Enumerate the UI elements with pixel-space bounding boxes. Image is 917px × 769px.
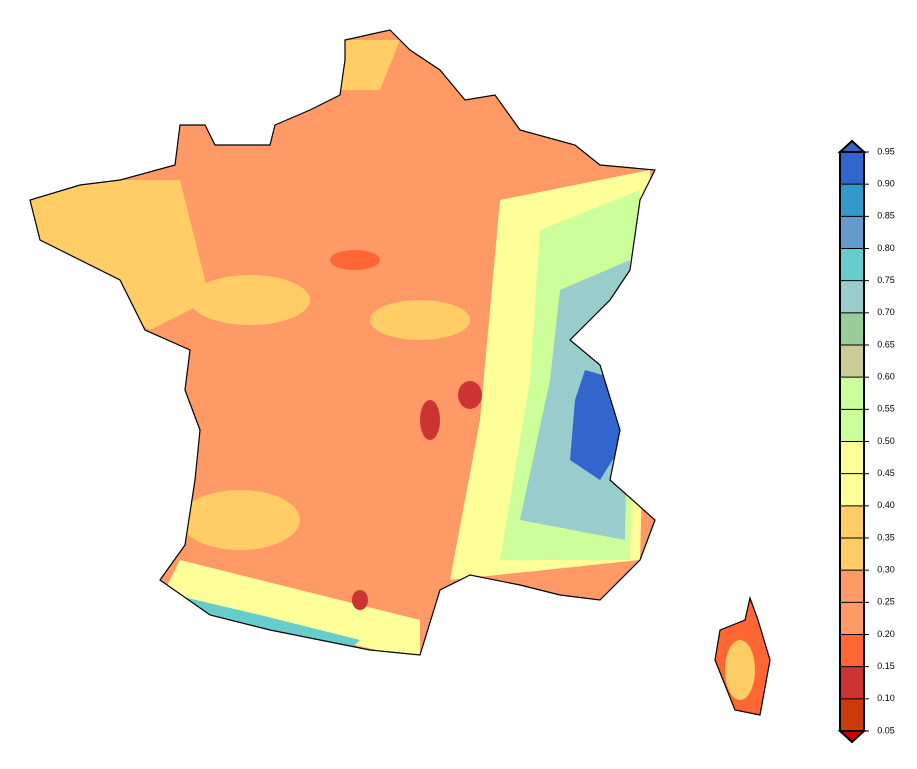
colorbar-segment: [840, 312, 864, 345]
colorbar-segment: [840, 570, 864, 603]
colorbar-segment: [840, 280, 864, 313]
colorbar-tick-label: 0.60: [877, 372, 895, 382]
colorbar-segment: [840, 345, 864, 378]
colorbar-tick-label: 0.90: [877, 179, 895, 189]
colorbar-tick-label: 0.70: [877, 307, 895, 317]
colorbar-tick-label: 0.30: [877, 565, 895, 575]
colorbar-tick-label: 0.35: [877, 532, 895, 542]
colorbar-tick-label: 0.15: [877, 661, 895, 671]
colorbar-under: [837, 730, 867, 744]
map-fill: [30, 30, 770, 715]
colorbar-tick-label: 0.20: [877, 629, 895, 639]
colorbar-segment: [840, 634, 864, 667]
colorbar-tick-label: 0.65: [877, 339, 895, 349]
colorbar-segment: [840, 666, 864, 699]
colorbar-tick-label: 0.85: [877, 211, 895, 221]
colorbar-segment: [840, 409, 864, 442]
colorbar-segment: [840, 152, 864, 185]
map-outline: [29, 29, 771, 716]
colorbar-segment: [840, 377, 864, 410]
colorbar-tick-label: 0.10: [877, 693, 895, 703]
colorbar-over: [837, 139, 867, 153]
colorbar-tick-label: 0.80: [877, 243, 895, 253]
colorbar-segment: [840, 216, 864, 249]
colorbar-tick-label: 0.95: [877, 146, 895, 156]
colorbar-segment: [840, 184, 864, 217]
colorbar-tick-label: 0.05: [877, 725, 895, 735]
colorbar-segment: [840, 602, 864, 635]
colorbar-tick-label: 0.40: [877, 500, 895, 510]
colorbar-tick-label: 0.55: [877, 404, 895, 414]
colorbar-segment: [840, 505, 864, 538]
colorbar-tick-label: 0.25: [877, 597, 895, 607]
colorbar-segment: [840, 538, 864, 571]
colorbar-tick-label: 0.50: [877, 436, 895, 446]
colorbar-segment: [840, 248, 864, 281]
colorbar-tick-label: 0.75: [877, 275, 895, 285]
colorbar-segment: [840, 473, 864, 506]
colorbar-tick-label: 0.45: [877, 468, 895, 478]
colorbar-segment: [840, 441, 864, 474]
colorbar-segment: [840, 698, 864, 731]
